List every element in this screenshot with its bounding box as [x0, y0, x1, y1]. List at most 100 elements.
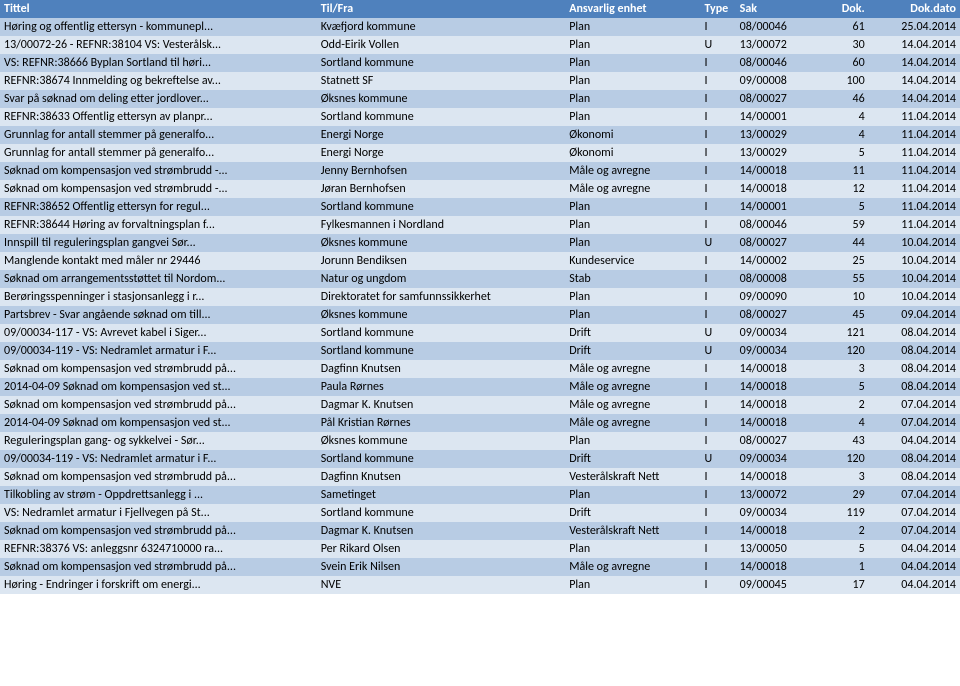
cell-sak: 09/00008 [736, 72, 822, 90]
cell-dok: 46 [821, 90, 868, 108]
cell-dok: 44 [821, 234, 868, 252]
cell-enhet: Drift [565, 342, 700, 360]
cell-tilfra: Øksnes kommune [317, 432, 566, 450]
cell-type: I [700, 108, 735, 126]
cell-tittel: Tilkobling av strøm - Oppdrettsanlegg i … [0, 486, 317, 504]
cell-tilfra: Pål Kristian Rørnes [317, 414, 566, 432]
cell-dato: 07.04.2014 [869, 396, 960, 414]
cell-enhet: Stab [565, 270, 700, 288]
cell-tilfra: Øksnes kommune [317, 306, 566, 324]
cell-dato: 08.04.2014 [869, 360, 960, 378]
cell-type: I [700, 216, 735, 234]
cell-tittel: 09/00034-117 - VS: Avrevet kabel i Siger… [0, 324, 317, 342]
cell-enhet: Plan [565, 198, 700, 216]
cell-dato: 11.04.2014 [869, 108, 960, 126]
cell-tittel: Svar på søknad om deling etter jordlover… [0, 90, 317, 108]
cell-tittel: Partsbrev - Svar angående søknad om till… [0, 306, 317, 324]
cell-dato: 10.04.2014 [869, 234, 960, 252]
cell-dato: 10.04.2014 [869, 288, 960, 306]
table-row: Søknad om kompensasjon ved strømbrudd på… [0, 360, 960, 378]
cell-tittel: Høring og offentlig ettersyn - kommunepl… [0, 18, 317, 36]
cell-dok: 12 [821, 180, 868, 198]
cell-sak: 09/00034 [736, 450, 822, 468]
cell-dok: 43 [821, 432, 868, 450]
col-header-sak: Sak [736, 0, 822, 18]
table-row: Søknad om kompensasjon ved strømbrudd -.… [0, 180, 960, 198]
cell-enhet: Plan [565, 234, 700, 252]
cell-dato: 10.04.2014 [869, 252, 960, 270]
cell-enhet: Økonomi [565, 144, 700, 162]
cell-tittel: Søknad om kompensasjon ved strømbrudd -.… [0, 180, 317, 198]
cell-enhet: Plan [565, 18, 700, 36]
cell-type: I [700, 162, 735, 180]
table-row: Søknad om kompensasjon ved strømbrudd på… [0, 396, 960, 414]
cell-dok: 5 [821, 378, 868, 396]
cell-tilfra: Dagfinn Knutsen [317, 360, 566, 378]
cell-type: I [700, 522, 735, 540]
cell-dato: 08.04.2014 [869, 468, 960, 486]
cell-sak: 14/00018 [736, 396, 822, 414]
cell-tittel: 2014-04-09 Søknad om kompensasjon ved st… [0, 378, 317, 396]
cell-dok: 25 [821, 252, 868, 270]
table-row: 13/00072-26 - REFNR:38104 VS: Vesterålsk… [0, 36, 960, 54]
cell-dok: 119 [821, 504, 868, 522]
cell-sak: 08/00027 [736, 234, 822, 252]
cell-type: I [700, 360, 735, 378]
cell-sak: 08/00046 [736, 54, 822, 72]
cell-tittel: Reguleringsplan gang- og sykkelvei - Sør… [0, 432, 317, 450]
cell-enhet: Plan [565, 486, 700, 504]
cell-tittel: Innspill til reguleringsplan gangvei Sør… [0, 234, 317, 252]
table-row: Søknad om kompensasjon ved strømbrudd på… [0, 468, 960, 486]
cell-type: I [700, 468, 735, 486]
cell-enhet: Måle og avregne [565, 162, 700, 180]
cell-dato: 04.04.2014 [869, 432, 960, 450]
cell-dato: 08.04.2014 [869, 450, 960, 468]
cell-dato: 25.04.2014 [869, 18, 960, 36]
cell-sak: 14/00018 [736, 162, 822, 180]
cell-dato: 10.04.2014 [869, 270, 960, 288]
cell-enhet: Økonomi [565, 126, 700, 144]
col-header-type: Type [700, 0, 735, 18]
cell-sak: 14/00001 [736, 108, 822, 126]
cell-type: I [700, 252, 735, 270]
cell-sak: 08/00027 [736, 306, 822, 324]
cell-dok: 10 [821, 288, 868, 306]
table-row: Berøringsspenninger i stasjonsanlegg i r… [0, 288, 960, 306]
cell-dok: 5 [821, 144, 868, 162]
cell-type: I [700, 288, 735, 306]
cell-type: I [700, 414, 735, 432]
cell-tilfra: Dagmar K. Knutsen [317, 396, 566, 414]
cell-type: I [700, 432, 735, 450]
cell-tilfra: NVE [317, 576, 566, 594]
cell-dok: 2 [821, 396, 868, 414]
table-row: REFNR:38376 VS: anleggsnr 6324710000 ra.… [0, 540, 960, 558]
cell-dok: 3 [821, 360, 868, 378]
cell-enhet: Vesterålskraft Nett [565, 468, 700, 486]
cell-dok: 1 [821, 558, 868, 576]
cell-sak: 13/00029 [736, 126, 822, 144]
cell-enhet: Plan [565, 72, 700, 90]
table-row: Reguleringsplan gang- og sykkelvei - Sør… [0, 432, 960, 450]
cell-dato: 08.04.2014 [869, 324, 960, 342]
cell-tilfra: Jenny Bernhofsen [317, 162, 566, 180]
cell-dato: 08.04.2014 [869, 342, 960, 360]
cell-dato: 14.04.2014 [869, 90, 960, 108]
table-row: Svar på søknad om deling etter jordlover… [0, 90, 960, 108]
cell-dok: 4 [821, 414, 868, 432]
table-row: Høring - Endringer i forskrift om energi… [0, 576, 960, 594]
cell-tittel: Berøringsspenninger i stasjonsanlegg i r… [0, 288, 317, 306]
cell-tilfra: Jøran Bernhofsen [317, 180, 566, 198]
cell-tittel: Høring - Endringer i forskrift om energi… [0, 576, 317, 594]
cell-dok: 30 [821, 36, 868, 54]
cell-enhet: Plan [565, 540, 700, 558]
cell-sak: 14/00018 [736, 180, 822, 198]
cell-type: I [700, 558, 735, 576]
table-row: 09/00034-119 - VS: Nedramlet armatur i F… [0, 450, 960, 468]
col-header-tittel: Tittel [0, 0, 317, 18]
cell-type: I [700, 486, 735, 504]
cell-tilfra: Sortland kommune [317, 504, 566, 522]
cell-tilfra: Dagmar K. Knutsen [317, 522, 566, 540]
cell-dok: 60 [821, 54, 868, 72]
cell-enhet: Plan [565, 288, 700, 306]
cell-type: I [700, 198, 735, 216]
